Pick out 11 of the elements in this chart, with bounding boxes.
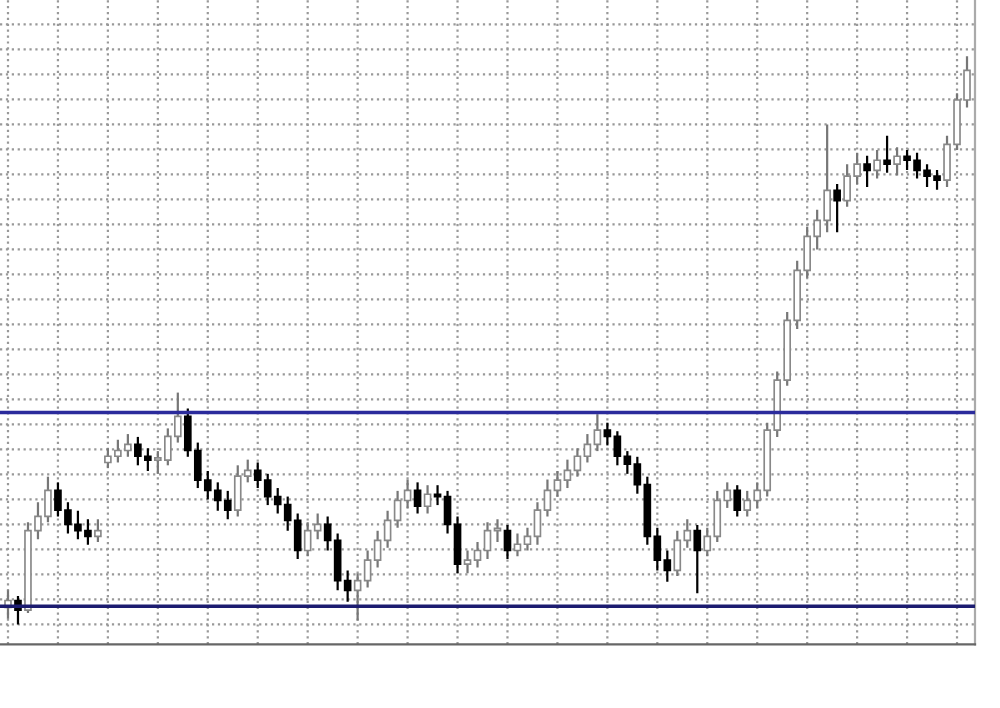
candlestick	[863, 154, 871, 189]
candlestick	[873, 148, 881, 180]
candlestick	[693, 523, 702, 595]
candlestick	[733, 484, 742, 518]
candlestick	[94, 518, 102, 544]
candlestick	[413, 481, 422, 515]
candlestick	[503, 523, 512, 561]
candlestick	[423, 484, 432, 515]
candlestick	[883, 134, 891, 174]
candlestick	[893, 146, 901, 177]
candlestick	[833, 182, 841, 234]
